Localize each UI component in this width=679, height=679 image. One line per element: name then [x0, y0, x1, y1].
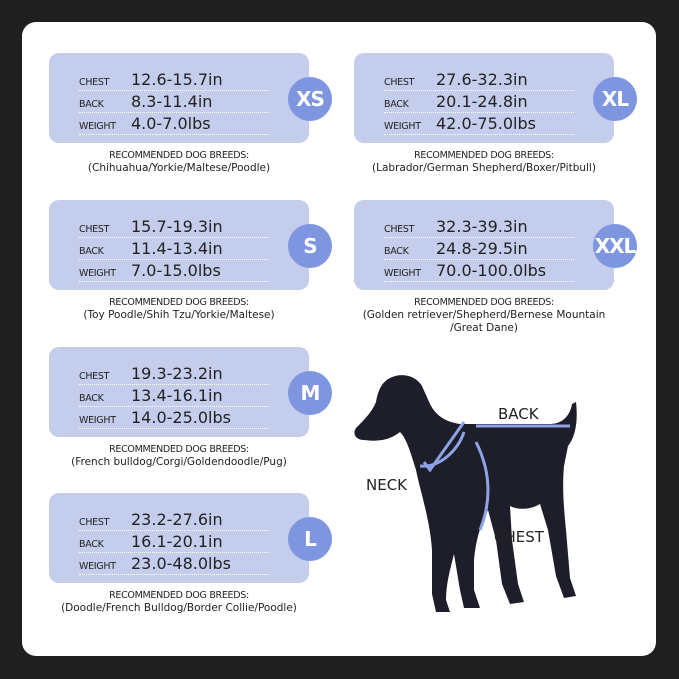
- weight-row: WEIGHT 7.0-15.0lbs: [79, 261, 269, 282]
- weight-label: WEIGHT: [79, 121, 116, 132]
- back-value: 8.3-11.4in: [131, 92, 213, 111]
- weight-value: 7.0-15.0lbs: [131, 261, 221, 280]
- back-row: BACK 11.4-13.4in: [79, 239, 269, 260]
- size-badge: S: [288, 224, 332, 268]
- back-value: 20.1-24.8in: [436, 92, 528, 111]
- weight-label: WEIGHT: [79, 561, 116, 572]
- back-value: 24.8-29.5in: [436, 239, 528, 258]
- size-box: CHEST 23.2-27.6in BACK 16.1-20.1in WEIGHT 23.…: [49, 493, 332, 583]
- weight-row: WEIGHT 4.0-7.0lbs: [79, 114, 269, 135]
- weight-row: WEIGHT 42.0-75.0lbs: [384, 114, 574, 135]
- size-block-m: CHEST 19.3-23.2in BACK 13.4-16.1in WEIGHT 14.…: [49, 347, 332, 469]
- breeds-header: RECOMMENDED DOG BREEDS:: [109, 444, 249, 455]
- size-block-s: CHEST 15.7-19.3in BACK 11.4-13.4in WEIGHT 7.0…: [49, 200, 332, 322]
- chest-value: 12.6-15.7in: [131, 70, 223, 89]
- recommended-breeds: RECOMMENDED DOG BREEDS: (Toy Poodle/Shih …: [49, 296, 309, 322]
- size-box: CHEST 32.3-39.3in BACK 24.8-29.5in WEIGHT 70.…: [354, 200, 637, 290]
- chest-value: 19.3-23.2in: [131, 364, 223, 383]
- back-value: 11.4-13.4in: [131, 239, 223, 258]
- chest-value: 32.3-39.3in: [436, 217, 528, 236]
- chest-row: CHEST 23.2-27.6in: [79, 510, 269, 531]
- back-value: 13.4-16.1in: [131, 386, 223, 405]
- recommended-breeds: RECOMMENDED DOG BREEDS: (Chihuahua/Yorkie…: [49, 149, 309, 175]
- weight-value: 23.0-48.0lbs: [131, 554, 231, 573]
- recommended-breeds: RECOMMENDED DOG BREEDS: (Doodle/French Bu…: [49, 589, 309, 615]
- size-badge: XL: [593, 77, 637, 121]
- recommended-breeds: RECOMMENDED DOG BREEDS: (Golden retriever…: [354, 296, 614, 335]
- back-label: BACK: [79, 99, 104, 110]
- back-row: BACK 8.3-11.4in: [79, 92, 269, 113]
- chest-row: CHEST 19.3-23.2in: [79, 364, 269, 385]
- recommended-breeds: RECOMMENDED DOG BREEDS: (French bulldog/C…: [49, 443, 309, 469]
- chest-label: CHEST: [79, 371, 110, 382]
- breeds-list: (French bulldog/Corgi/Goldendoodle/Pug): [71, 456, 287, 468]
- chest-row: CHEST 27.6-32.3in: [384, 70, 574, 91]
- recommended-breeds: RECOMMENDED DOG BREEDS: (Labrador/German …: [354, 149, 614, 175]
- size-block-l: CHEST 23.2-27.6in BACK 16.1-20.1in WEIGHT 23.…: [49, 493, 332, 615]
- size-badge: XXL: [593, 224, 637, 268]
- chest-label: CHEST: [79, 77, 110, 88]
- dog-silhouette: [354, 375, 577, 612]
- chest-label: CHEST: [79, 224, 110, 235]
- breeds-list: (Chihuahua/Yorkie/Maltese/Poodle): [87, 162, 271, 174]
- breeds-header: RECOMMENDED DOG BREEDS:: [414, 297, 554, 308]
- back-row: BACK 24.8-29.5in: [384, 239, 574, 260]
- back-label: BACK: [384, 246, 409, 257]
- size-badge: M: [288, 371, 332, 415]
- breeds-list: (Labrador/German Shepherd/Boxer/Pitbull): [372, 162, 596, 174]
- weight-value: 14.0-25.0lbs: [131, 408, 231, 427]
- chest-label: CHEST: [384, 224, 415, 235]
- back-row: BACK 13.4-16.1in: [79, 386, 269, 407]
- chest-label: CHEST: [384, 77, 415, 88]
- weight-value: 70.0-100.0lbs: [436, 261, 547, 280]
- back-label: BACK: [79, 246, 104, 257]
- chest-row: CHEST 32.3-39.3in: [384, 217, 574, 238]
- breeds-list: (Doodle/French Bulldog/Border Collie/Poo…: [61, 602, 297, 614]
- size-box: CHEST 27.6-32.3in BACK 20.1-24.8in WEIGHT 42.…: [354, 53, 637, 143]
- size-badge: XS: [288, 77, 332, 121]
- chest-row: CHEST 15.7-19.3in: [79, 217, 269, 238]
- breeds-header: RECOMMENDED DOG BREEDS:: [109, 297, 249, 308]
- back-row: BACK 20.1-24.8in: [384, 92, 574, 113]
- chest-row: CHEST 12.6-15.7in: [79, 70, 269, 91]
- weight-label: WEIGHT: [384, 268, 421, 279]
- chest-label: CHEST: [494, 528, 544, 546]
- chest-value: 15.7-19.3in: [131, 217, 223, 236]
- weight-row: WEIGHT 14.0-25.0lbs: [79, 408, 269, 429]
- back-label: BACK: [384, 99, 409, 110]
- chest-value: 27.6-32.3in: [436, 70, 528, 89]
- size-box: CHEST 15.7-19.3in BACK 11.4-13.4in WEIGHT 7.0…: [49, 200, 332, 290]
- size-block-xs: CHEST 12.6-15.7in BACK 8.3-11.4in WEIGHT 4.0-…: [49, 53, 332, 175]
- breeds-list: (Toy Poodle/Shih Tzu/Yorkie/Maltese): [83, 309, 275, 321]
- neck-label: NECK: [366, 476, 408, 494]
- size-block-xl: CHEST 27.6-32.3in BACK 20.1-24.8in WEIGHT 42.…: [354, 53, 637, 175]
- weight-row: WEIGHT 70.0-100.0lbs: [384, 261, 574, 282]
- back-row: BACK 16.1-20.1in: [79, 532, 269, 553]
- weight-value: 4.0-7.0lbs: [131, 114, 211, 133]
- weight-value: 42.0-75.0lbs: [436, 114, 536, 133]
- weight-row: WEIGHT 23.0-48.0lbs: [79, 554, 269, 575]
- size-block-xxl: CHEST 32.3-39.3in BACK 24.8-29.5in WEIGHT 70.…: [354, 200, 637, 335]
- weight-label: WEIGHT: [79, 268, 116, 279]
- weight-label: WEIGHT: [384, 121, 421, 132]
- size-box: CHEST 19.3-23.2in BACK 13.4-16.1in WEIGHT 14.…: [49, 347, 332, 437]
- size-box: CHEST 12.6-15.7in BACK 8.3-11.4in WEIGHT 4.0-…: [49, 53, 332, 143]
- breeds-header: RECOMMENDED DOG BREEDS:: [414, 150, 554, 161]
- breeds-list: (Golden retriever/Shepherd/Bernese Mount…: [362, 309, 606, 334]
- chest-label: CHEST: [79, 517, 110, 528]
- back-label: BACK: [79, 393, 104, 404]
- back-label: BACK: [498, 405, 539, 423]
- weight-label: WEIGHT: [79, 415, 116, 426]
- chest-value: 23.2-27.6in: [131, 510, 223, 529]
- breeds-header: RECOMMENDED DOG BREEDS:: [109, 150, 249, 161]
- size-badge: L: [288, 517, 332, 561]
- back-value: 16.1-20.1in: [131, 532, 223, 551]
- breeds-header: RECOMMENDED DOG BREEDS:: [109, 590, 249, 601]
- back-label: BACK: [79, 539, 104, 550]
